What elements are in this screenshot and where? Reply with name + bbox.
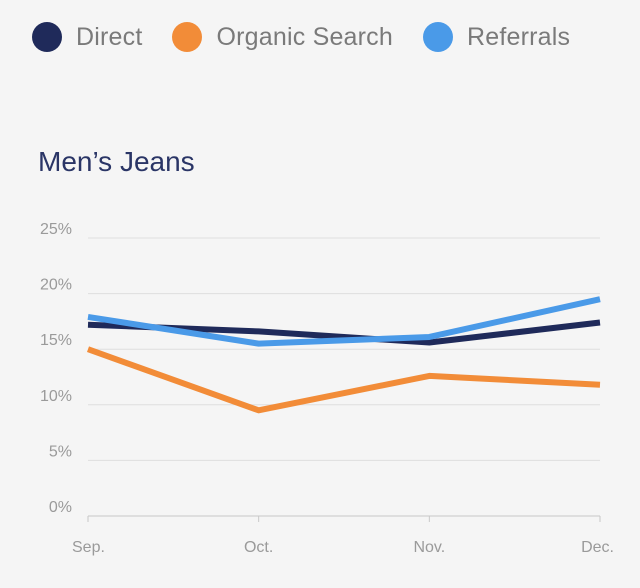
x-tick-label: Dec. — [581, 539, 614, 556]
legend-label-referrals: Referrals — [466, 22, 571, 51]
series-line-referrals — [87, 296, 601, 347]
legend-label-direct: Direct — [76, 22, 143, 51]
legend-item-referrals: Referrals — [422, 22, 571, 52]
x-tick-label: Nov. — [413, 539, 445, 556]
y-tick-label: 25% — [40, 221, 72, 238]
legend-item-direct: Direct — [32, 22, 142, 52]
y-tick-label: 5% — [49, 443, 72, 460]
series-line-organic-search — [86, 346, 601, 414]
x-tick-label: Oct. — [244, 539, 273, 556]
x-tick-label: Sep. — [72, 539, 105, 556]
y-tick-label: 20% — [40, 277, 72, 294]
legend-item-organic-search: Organic Search — [172, 22, 393, 52]
legend-swatch-referrals — [422, 22, 453, 52]
y-tick-label: 0% — [49, 499, 72, 516]
legend-label-organic-search: Organic Search — [216, 22, 393, 51]
y-tick-label: 10% — [40, 388, 72, 405]
y-tick-label: 15% — [40, 332, 72, 349]
chart-title: Men’s Jeans — [38, 146, 195, 177]
chart-legend: Direct Organic Search Referrals — [32, 22, 570, 52]
legend-swatch-direct — [32, 22, 62, 52]
legend-swatch-organic-search — [172, 22, 203, 52]
